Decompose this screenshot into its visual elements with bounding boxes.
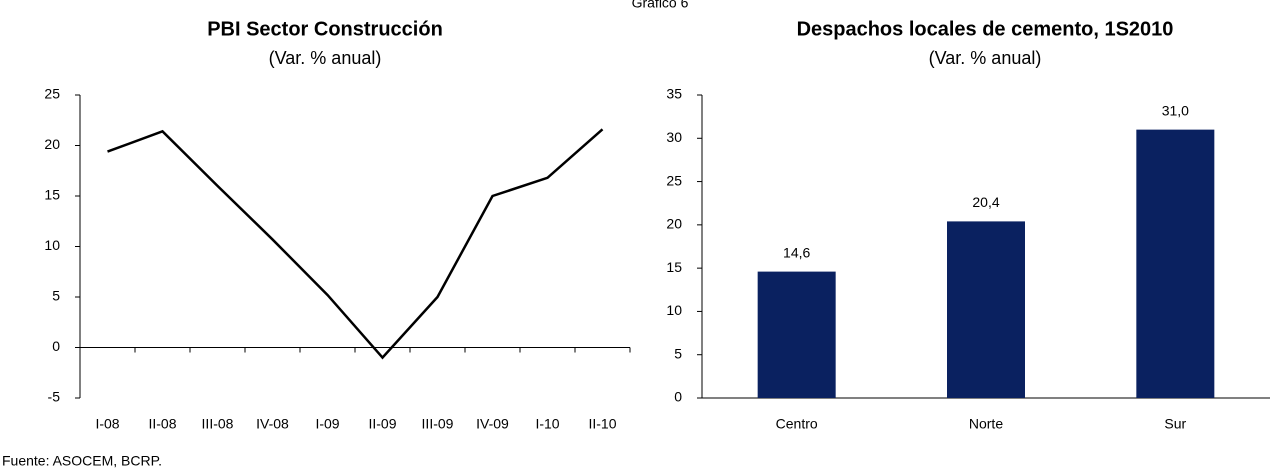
- chart-subtitle: (Var. % anual): [269, 48, 382, 68]
- x-tick-label: Sur: [1164, 416, 1186, 432]
- x-tick-label: III-09: [422, 416, 454, 432]
- y-tick-label: 10: [666, 302, 682, 318]
- y-tick-label: 20: [666, 216, 682, 232]
- chart-title: Despachos locales de cemento, 1S2010: [797, 18, 1174, 40]
- y-tick-label: 25: [44, 86, 60, 102]
- value-label: 14,6: [783, 244, 810, 260]
- y-tick-label: 15: [666, 259, 682, 275]
- x-tick-label: Norte: [969, 416, 1003, 432]
- y-tick-label: 0: [674, 389, 682, 405]
- bar: [1136, 129, 1215, 398]
- figure-title: Gráfico 6: [632, 0, 689, 11]
- x-tick-label: I-09: [315, 416, 339, 432]
- y-tick-label: 15: [44, 187, 60, 203]
- y-tick-label: -5: [48, 389, 61, 405]
- x-tick-label: Centro: [776, 416, 818, 432]
- x-tick-label: III-08: [202, 416, 234, 432]
- x-tick-label: I-10: [535, 416, 559, 432]
- bar: [947, 221, 1025, 398]
- value-label: 31,0: [1162, 102, 1189, 118]
- x-tick-label: I-08: [95, 416, 119, 432]
- y-tick-label: 20: [44, 136, 60, 152]
- y-tick-label: 0: [52, 338, 60, 354]
- y-tick-label: 25: [666, 172, 682, 188]
- bar: [757, 271, 836, 398]
- y-tick-label: 30: [666, 129, 682, 145]
- x-tick-label: IV-08: [256, 416, 289, 432]
- source-note: Fuente: ASOCEM, BCRP.: [2, 453, 162, 469]
- chart-subtitle: (Var. % anual): [929, 48, 1042, 68]
- y-tick-label: 35: [666, 86, 682, 102]
- x-tick-label: II-08: [148, 416, 176, 432]
- value-label: 20,4: [972, 194, 999, 210]
- y-tick-label: 5: [674, 345, 682, 361]
- chart-title: PBI Sector Construcción: [207, 18, 443, 40]
- y-tick-label: 5: [52, 288, 60, 304]
- x-tick-label: II-10: [588, 416, 616, 432]
- x-tick-label: IV-09: [476, 416, 509, 432]
- line: [107, 128, 604, 360]
- y-tick-label: 10: [44, 237, 60, 253]
- x-tick-label: II-09: [368, 416, 396, 432]
